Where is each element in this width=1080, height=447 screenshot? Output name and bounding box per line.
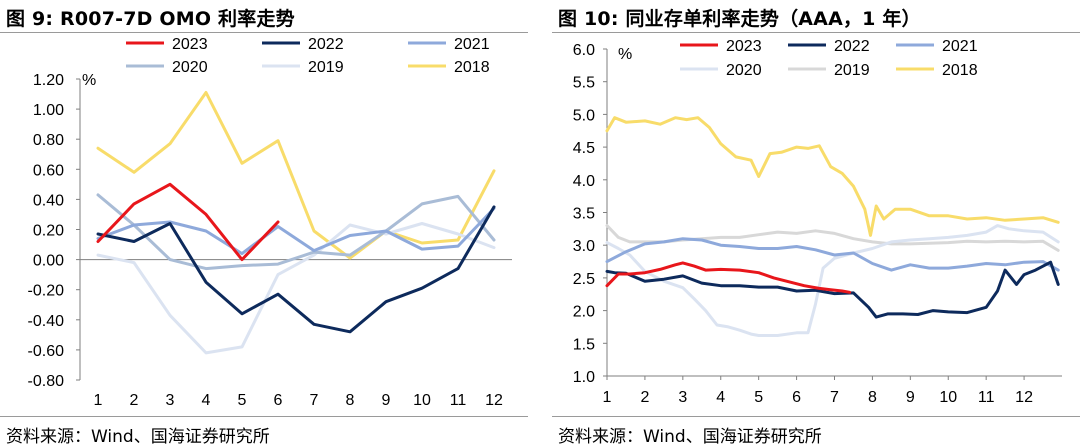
x-tick-label: 8 (346, 392, 355, 409)
y-unit-label: % (618, 46, 632, 63)
x-tick-label: 5 (238, 392, 247, 409)
source-divider (0, 416, 528, 417)
x-tick-label: 1 (603, 389, 612, 406)
legend-label-2023: 2023 (172, 36, 208, 53)
series-line-2023 (96, 182, 280, 262)
series-line-2019 (96, 222, 496, 355)
y-tick-label: 0.40 (33, 192, 64, 209)
series-line-2020 (96, 193, 496, 271)
x-tick-label: 3 (678, 389, 687, 406)
x-tick-label: 7 (310, 392, 319, 409)
y-tick-label: 0.20 (33, 223, 64, 240)
series-line-2020 (605, 224, 1060, 337)
x-tick-label: 11 (450, 392, 467, 409)
y-tick-label: 4.5 (573, 140, 595, 157)
y-tick-label: -0.60 (28, 343, 65, 360)
y-tick-label: 2.5 (573, 271, 595, 288)
source-divider (552, 416, 1080, 417)
legend-label-2023: 2023 (726, 38, 762, 55)
source-note: 资料来源：Wind、国海证券研究所 (558, 427, 822, 447)
legend-label-2022: 2022 (834, 38, 870, 55)
x-tick-label: 12 (1015, 389, 1033, 406)
legend-label-2021: 2021 (454, 36, 490, 53)
legend-label-2021: 2021 (942, 38, 978, 55)
y-tick-label: -0.40 (28, 313, 65, 330)
x-tick-label: 3 (166, 392, 175, 409)
y-tick-label: 0.60 (33, 162, 64, 179)
legend-label-2020: 2020 (726, 62, 762, 79)
y-tick-label: 1.20 (33, 72, 64, 89)
ncd-line-chart: 6.05.55.04.54.03.53.02.52.01.51.01 2 3 4 5 6 7… (573, 38, 1062, 406)
x-tick-label: 8 (868, 389, 877, 406)
series-line-2021 (96, 206, 496, 256)
y-tick-label: -0.20 (28, 283, 65, 300)
y-tick-label: 0.00 (33, 253, 64, 270)
chart-panel-left: 图 9: R007-7D OMO 利率走势 1.20 1.00 0.80 0.60 0.… (0, 0, 530, 447)
x-tick-label: 9 (382, 392, 391, 409)
x-tick-label: 6 (792, 389, 801, 406)
y-tick-label: 0.80 (33, 132, 64, 149)
chart-title: 图 9: R007-7D OMO 利率走势 (6, 8, 295, 30)
y-tick-label: 1.00 (33, 102, 64, 119)
y-unit-label: % (82, 72, 96, 89)
y-tick-label: 5.0 (573, 107, 595, 124)
y-tick-label: 3.5 (573, 206, 595, 223)
legend-label-2018: 2018 (942, 62, 978, 79)
legend-label-2019: 2019 (308, 59, 344, 76)
series-line-2022 (605, 260, 1060, 319)
x-tick-label: 11 (978, 389, 995, 406)
series-line-2021 (605, 237, 1060, 272)
chart-title: 图 10: 同业存单利率走势（AAA，1 年） (558, 8, 921, 30)
series-line-2018 (96, 91, 496, 260)
r007-line-chart: 1.20 1.00 0.80 0.60 0.40 0.20 0.00 -0.20 -0.40 -0… (28, 36, 512, 409)
series-line-2022 (96, 205, 496, 334)
series-line-2023 (605, 261, 852, 294)
chart-panel-right: 图 10: 同业存单利率走势（AAA，1 年） 6.0 5.5 5.0 4.5 4.0 3… (552, 0, 1080, 447)
y-tick-label: 4.0 (573, 173, 595, 190)
legend-label-2018: 2018 (454, 59, 490, 76)
x-tick-label: 7 (830, 389, 839, 406)
x-tick-label: 12 (485, 392, 503, 409)
y-tick-label: 6.0 (573, 42, 595, 59)
y-tick-label: 3.0 (573, 238, 595, 255)
x-tick-label: 2 (640, 389, 649, 406)
y-tick-label: 5.5 (573, 75, 595, 92)
y-tick-label: -0.80 (28, 373, 65, 390)
x-tick-label: 2 (130, 392, 139, 409)
title-divider (0, 32, 528, 33)
y-tick-label: 1.5 (573, 336, 595, 353)
legend-label-2020: 2020 (172, 59, 208, 76)
x-tick-label: 4 (202, 392, 211, 409)
x-tick-label: 10 (413, 392, 431, 409)
y-tick-label: 2.0 (573, 304, 595, 321)
x-tick-label: 5 (754, 389, 763, 406)
x-tick-label: 10 (939, 389, 957, 406)
y-tick-label: 1.0 (573, 369, 595, 386)
source-note: 资料来源：Wind、国海证券研究所 (6, 427, 270, 447)
series-line-2018 (605, 116, 1060, 237)
title-divider (552, 32, 1080, 33)
x-tick-label: 4 (716, 389, 725, 406)
x-tick-label: 9 (906, 389, 915, 406)
x-tick-label: 6 (274, 392, 283, 409)
x-tick-label: 1 (94, 392, 103, 409)
legend-label-2019: 2019 (834, 62, 870, 79)
legend-label-2022: 2022 (308, 36, 344, 53)
